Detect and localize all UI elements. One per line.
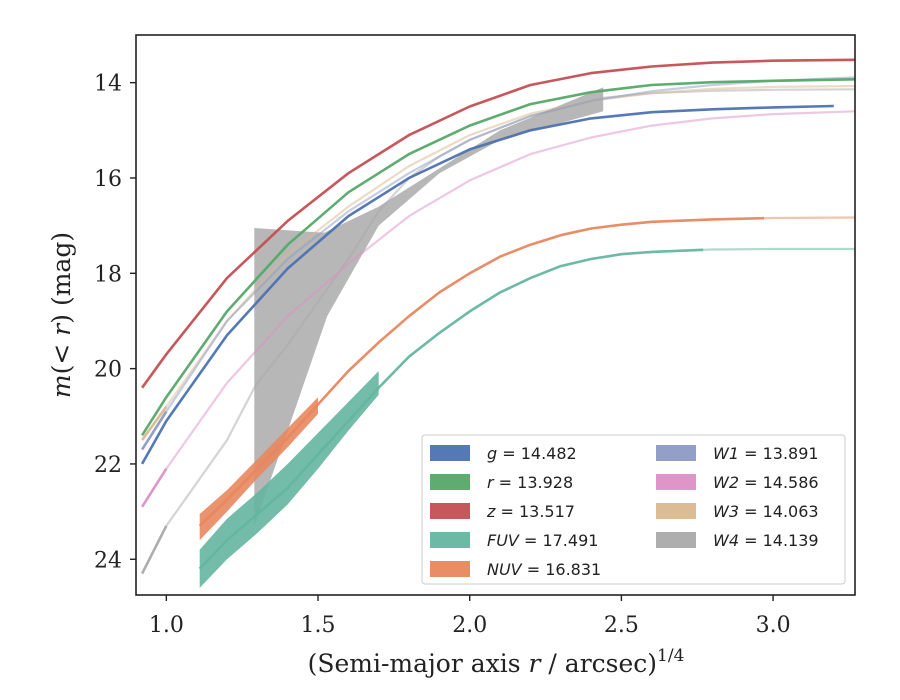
legend-label-value: = 13.517 [495, 502, 575, 521]
y-tick-label: 18 [94, 262, 122, 287]
legend-label: z = 13.517 [486, 502, 575, 521]
series-line-g [140, 104, 834, 465]
legend-label-value: = 13.891 [739, 444, 819, 463]
y-tick-label: 14 [94, 72, 122, 97]
legend-label-band: W4 [713, 531, 739, 550]
legend-label: W2 = 14.586 [713, 473, 819, 492]
legend-label-value: = 14.482 [497, 444, 577, 463]
legend-label-band: W2 [713, 473, 739, 492]
x-tick-label: 1.5 [301, 613, 336, 638]
series-lines [140, 58, 855, 575]
x-axis-title-part-2: / arcsec) [540, 649, 657, 678]
series-line-faint-fuv [703, 247, 855, 251]
y-tick-label: 22 [94, 453, 122, 478]
legend-label: NUV = 16.831 [487, 560, 601, 579]
legend-label-band: FUV [487, 531, 520, 550]
y-axis-ticks: 14 16 18 20 22 24 [94, 72, 136, 573]
series-line-r [141, 78, 855, 436]
legend-label-value: = 14.586 [739, 473, 819, 492]
y-tick-label: 16 [94, 167, 122, 192]
legend-label-band: W3 [713, 502, 739, 521]
legend-label: g = 14.482 [487, 444, 577, 463]
series-line-w2 [141, 468, 168, 508]
x-axis-title-exponent: 1/4 [657, 646, 684, 666]
y-axis-title-m: m [47, 374, 76, 398]
legend-swatch [430, 503, 470, 519]
x-tick-label: 3.0 [756, 613, 791, 638]
legend-box [421, 434, 846, 585]
x-axis-ticks: 1.0 1.5 2.0 2.5 3.0 [149, 595, 791, 638]
series-line-w4 [140, 525, 168, 575]
legend-label: FUV = 17.491 [487, 531, 598, 550]
legend-label-band: g [487, 444, 497, 463]
legend-swatch [430, 561, 470, 577]
legend-label-band: r [487, 473, 495, 492]
y-axis-title-paren: (< [47, 336, 76, 375]
legend-label: r = 13.928 [487, 473, 573, 492]
legend-swatch [656, 532, 696, 548]
legend-label-value: = 16.831 [522, 560, 602, 579]
series-line-w1 [141, 410, 168, 451]
legend-swatch [430, 474, 470, 490]
legend-label: W1 = 13.891 [713, 444, 819, 463]
legend-label-band: z [486, 502, 496, 521]
legend-label: W3 = 14.063 [713, 502, 819, 521]
legend-label-value: = 17.491 [519, 531, 599, 550]
legend-label-value: = 13.928 [494, 473, 574, 492]
y-axis-title: m(< r) (mag) [47, 232, 76, 398]
series-line-nuv [198, 216, 765, 527]
x-axis-title-var: r [529, 649, 543, 678]
band-w4 [254, 87, 604, 526]
y-tick-label: 24 [94, 548, 122, 573]
series-line-faint-w1 [165, 76, 855, 413]
legend-swatch [656, 503, 696, 519]
y-tick-label: 20 [94, 358, 122, 383]
legend-swatch [430, 532, 470, 548]
legend-swatch [656, 445, 696, 461]
x-tick-label: 2.5 [604, 613, 639, 638]
plot-frame [135, 34, 856, 596]
x-tick-label: 1.0 [149, 613, 184, 638]
legend-swatch [430, 445, 470, 461]
y-axis-title-r: r [47, 322, 76, 336]
series-line-faint-nuv [763, 216, 855, 220]
x-axis-title: (Semi-major axis r / arcsec)1/4 [308, 646, 685, 678]
legend-label-band: W1 [713, 444, 739, 463]
band-fuv [199, 371, 379, 588]
legend-label-band: NUV [487, 560, 523, 579]
series-line-z [141, 58, 855, 389]
x-tick-label: 2.0 [452, 613, 487, 638]
x-axis-title-part-1: (Semi-major axis [308, 649, 529, 678]
legend-swatch [656, 474, 696, 490]
legend-label-value: = 14.139 [739, 531, 819, 550]
series-line-w3 [141, 405, 168, 441]
series-line-faint-w3 [165, 84, 855, 408]
legend-label-value: = 14.063 [739, 502, 819, 521]
y-axis-title-unit: ) (mag) [47, 232, 76, 324]
series-line-faint-w2 [165, 110, 855, 470]
series-line-fuv [198, 248, 704, 570]
legend-label: W4 = 14.139 [713, 531, 819, 550]
